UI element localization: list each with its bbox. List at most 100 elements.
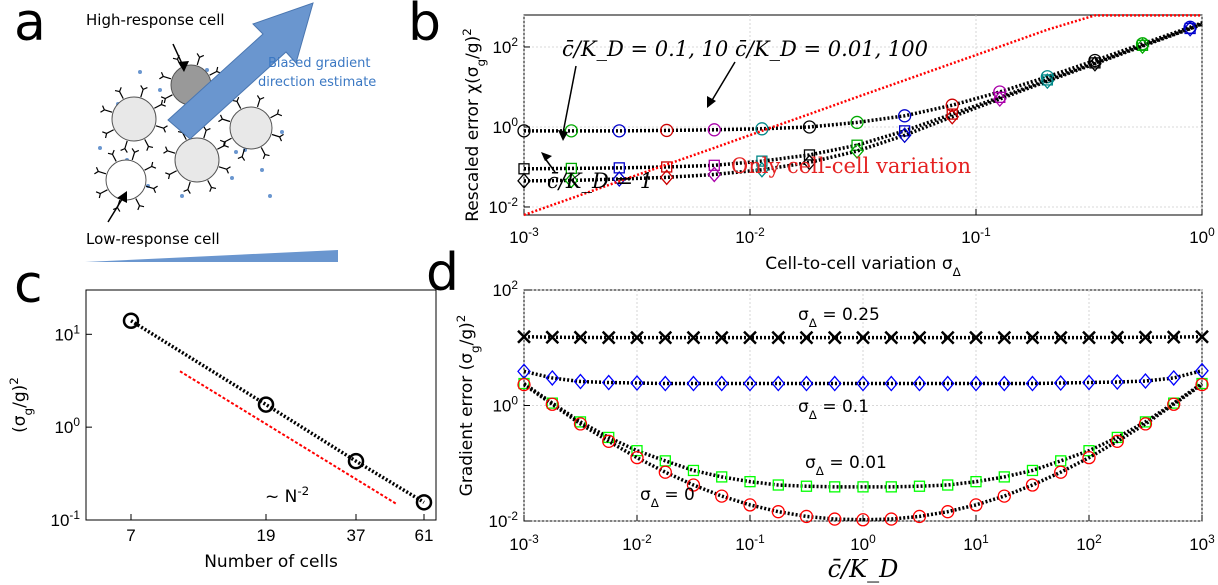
data-point <box>743 330 757 345</box>
data-point <box>602 434 616 448</box>
data-point <box>884 375 899 392</box>
data-point <box>755 122 769 136</box>
ligand-dot <box>230 176 234 180</box>
data-point <box>630 451 644 465</box>
data-point <box>803 149 816 161</box>
data-point <box>941 505 955 519</box>
data-point <box>1082 451 1096 465</box>
y-tick-label: 100 <box>492 394 518 416</box>
data-point <box>744 476 756 488</box>
data-point <box>707 166 722 183</box>
x-tick-label: 101 <box>963 532 989 554</box>
data-point <box>1054 465 1068 479</box>
data-point <box>1167 397 1181 411</box>
data-point <box>517 377 531 392</box>
x-axis-label: Number of cells <box>204 552 338 572</box>
annotation-label-c: c̄/K_D = 1 <box>547 169 653 193</box>
data-point <box>1025 375 1040 392</box>
data-point <box>1026 464 1039 477</box>
plot-frame <box>85 289 437 521</box>
data-point <box>687 464 700 477</box>
ligand-dot <box>138 70 142 74</box>
data-point <box>658 465 672 479</box>
data-point <box>630 330 644 345</box>
data-point <box>997 375 1012 392</box>
low-response-cell-label: Low-response cell <box>86 230 220 248</box>
data-point <box>1135 38 1150 55</box>
x-axis-label: c̄/K_D <box>828 555 899 583</box>
x-tick-label: 10-2 <box>735 225 765 247</box>
x-tick-label: 37 <box>347 526 366 545</box>
receptor-icon <box>241 148 246 157</box>
data-point <box>707 123 721 137</box>
data-point <box>545 330 560 345</box>
data-point <box>686 375 701 392</box>
series-label: σΔ = 0.01 <box>805 453 887 478</box>
receptor-icon <box>144 165 152 171</box>
cell-cluster-illustration <box>85 2 338 262</box>
data-point <box>756 155 768 167</box>
x-tick-label: 103 <box>1189 532 1215 554</box>
x-tick-label: 100 <box>850 532 876 554</box>
data-point <box>1138 417 1153 431</box>
receptor-icon <box>154 104 162 109</box>
y-tick-label: 102 <box>492 278 518 300</box>
data-point <box>658 330 673 345</box>
y-tick-label: 101 <box>54 322 80 344</box>
x-tick-label: 10-2 <box>622 532 652 554</box>
data-point <box>257 396 275 413</box>
receptor-icon <box>217 145 225 150</box>
receptor-icon <box>119 91 124 99</box>
data-point <box>856 375 870 392</box>
panel-label-b: b <box>408 0 441 53</box>
data-point <box>945 98 959 112</box>
gradient-label-line2: direction estimate <box>258 75 376 90</box>
data-point <box>912 375 927 392</box>
ligand-dot <box>234 150 238 154</box>
series-label: σΔ = 0 <box>640 485 695 510</box>
data-point <box>772 479 784 491</box>
receptor-icon <box>209 70 217 76</box>
data-point <box>1025 478 1040 492</box>
data-point <box>1195 362 1209 379</box>
data-point <box>1082 374 1096 391</box>
data-point <box>970 476 982 488</box>
receptor-icon <box>165 94 173 100</box>
data-point <box>940 330 955 345</box>
data-point <box>1138 330 1153 345</box>
receptor-icon <box>163 75 172 80</box>
data-point <box>601 330 616 345</box>
data-point <box>997 330 1012 345</box>
data-point <box>1040 73 1055 90</box>
data-point <box>1195 377 1209 392</box>
data-point <box>517 124 531 138</box>
data-point <box>771 330 786 345</box>
data-point <box>885 481 897 493</box>
receptor-icon <box>140 89 144 98</box>
data-point <box>802 120 817 134</box>
data-point <box>743 498 757 512</box>
data-point <box>686 478 701 492</box>
data-point <box>347 452 365 470</box>
ligand-dot <box>158 88 162 92</box>
series-line <box>130 319 425 504</box>
series-line <box>523 14 1202 217</box>
panel-label-c: c <box>14 255 43 315</box>
ligand-dot <box>205 68 209 72</box>
data-point <box>857 481 869 493</box>
receptor-icon <box>169 170 177 175</box>
data-point <box>940 375 955 392</box>
data-point <box>545 397 559 411</box>
data-point <box>912 509 927 524</box>
pointer-arrow-icon <box>107 195 125 223</box>
data-point <box>856 513 870 527</box>
receptor-icon <box>167 150 176 154</box>
y-tick-label: 10-2 <box>489 509 519 531</box>
data-point <box>828 512 842 526</box>
series-line <box>523 382 1203 489</box>
data-point <box>612 171 627 188</box>
data-point <box>829 481 841 493</box>
cell-icon <box>111 96 157 142</box>
panel-label-d: d <box>426 243 459 303</box>
high-response-cell-label: High-response cell <box>86 11 225 29</box>
